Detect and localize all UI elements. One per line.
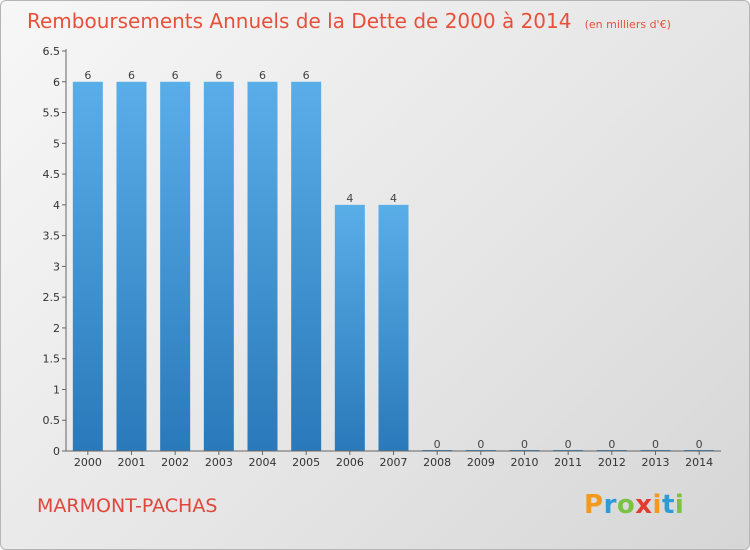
logo-letter: t (661, 490, 675, 520)
x-tick-label-2002: 2002 (161, 456, 189, 469)
value-label-2008: 0 (434, 438, 441, 451)
y-tick-label: 2 (53, 322, 60, 335)
logo-letter: o (616, 490, 636, 520)
bar-2001 (116, 81, 147, 452)
x-tick-label-2005: 2005 (292, 456, 320, 469)
y-tick-label: 4 (53, 199, 60, 212)
y-tick-label: 5 (53, 137, 60, 150)
x-tick-label-2009: 2009 (467, 456, 495, 469)
x-tick-label-2006: 2006 (336, 456, 364, 469)
x-tick-label-2000: 2000 (74, 456, 102, 469)
value-label-2007: 4 (390, 192, 397, 205)
value-label-2001: 6 (128, 69, 135, 82)
y-tick-label: 0 (53, 445, 60, 458)
value-label-2003: 6 (215, 69, 222, 82)
y-tick-label: 3 (53, 260, 60, 273)
proxiti-logo: Proxiti (584, 490, 684, 520)
logo-letter: i (674, 490, 685, 520)
y-tick-label: 0.5 (43, 414, 61, 427)
commune-name: MARMONT-PACHAS (37, 495, 218, 517)
bar-2002 (160, 81, 191, 452)
value-label-2010: 0 (521, 438, 528, 451)
bar-2006 (334, 204, 365, 451)
logo-letter: r (603, 490, 617, 520)
x-tick-label-2010: 2010 (511, 456, 539, 469)
y-tick-label: 4.5 (43, 168, 61, 181)
logo-letter: P (584, 490, 604, 520)
x-tick-label-2011: 2011 (554, 456, 582, 469)
bar-2004 (247, 81, 278, 452)
logo-letter: i (652, 490, 662, 520)
bar-2003 (203, 81, 234, 452)
value-label-2013: 0 (652, 438, 659, 451)
x-tick-label-2004: 2004 (249, 456, 277, 469)
logo-letter: x (635, 490, 653, 520)
bar-2000 (72, 81, 103, 452)
x-tick-label-2008: 2008 (423, 456, 451, 469)
chart-title-unit: (en milliers d'€) (584, 18, 671, 31)
value-label-2000: 6 (84, 69, 91, 82)
value-label-2002: 6 (172, 69, 179, 82)
y-tick-label: 6.5 (43, 45, 61, 58)
y-tick-label: 1 (53, 383, 60, 396)
x-tick-label-2012: 2012 (598, 456, 626, 469)
chart-title: Remboursements Annuels de la Dette de 20… (27, 9, 671, 33)
y-tick-label: 2.5 (43, 291, 61, 304)
y-tick-label: 5.5 (43, 107, 61, 120)
x-tick-label-2003: 2003 (205, 456, 233, 469)
value-label-2011: 0 (565, 438, 572, 451)
y-tick-label: 6 (53, 76, 60, 89)
value-label-2006: 4 (346, 192, 353, 205)
x-tick-label-2001: 2001 (118, 456, 146, 469)
value-label-2005: 6 (303, 69, 310, 82)
x-tick-label-2013: 2013 (642, 456, 670, 469)
bar-2005 (291, 81, 322, 452)
value-label-2004: 6 (259, 69, 266, 82)
value-label-2009: 0 (477, 438, 484, 451)
x-tick-label-2007: 2007 (380, 456, 408, 469)
y-tick-label: 3.5 (43, 230, 61, 243)
bar-2007 (378, 204, 409, 451)
y-tick-label: 1.5 (43, 353, 61, 366)
value-label-2014: 0 (696, 438, 703, 451)
value-label-2012: 0 (608, 438, 615, 451)
x-tick-label-2014: 2014 (685, 456, 713, 469)
chart-title-main: Remboursements Annuels de la Dette de 20… (27, 9, 572, 33)
